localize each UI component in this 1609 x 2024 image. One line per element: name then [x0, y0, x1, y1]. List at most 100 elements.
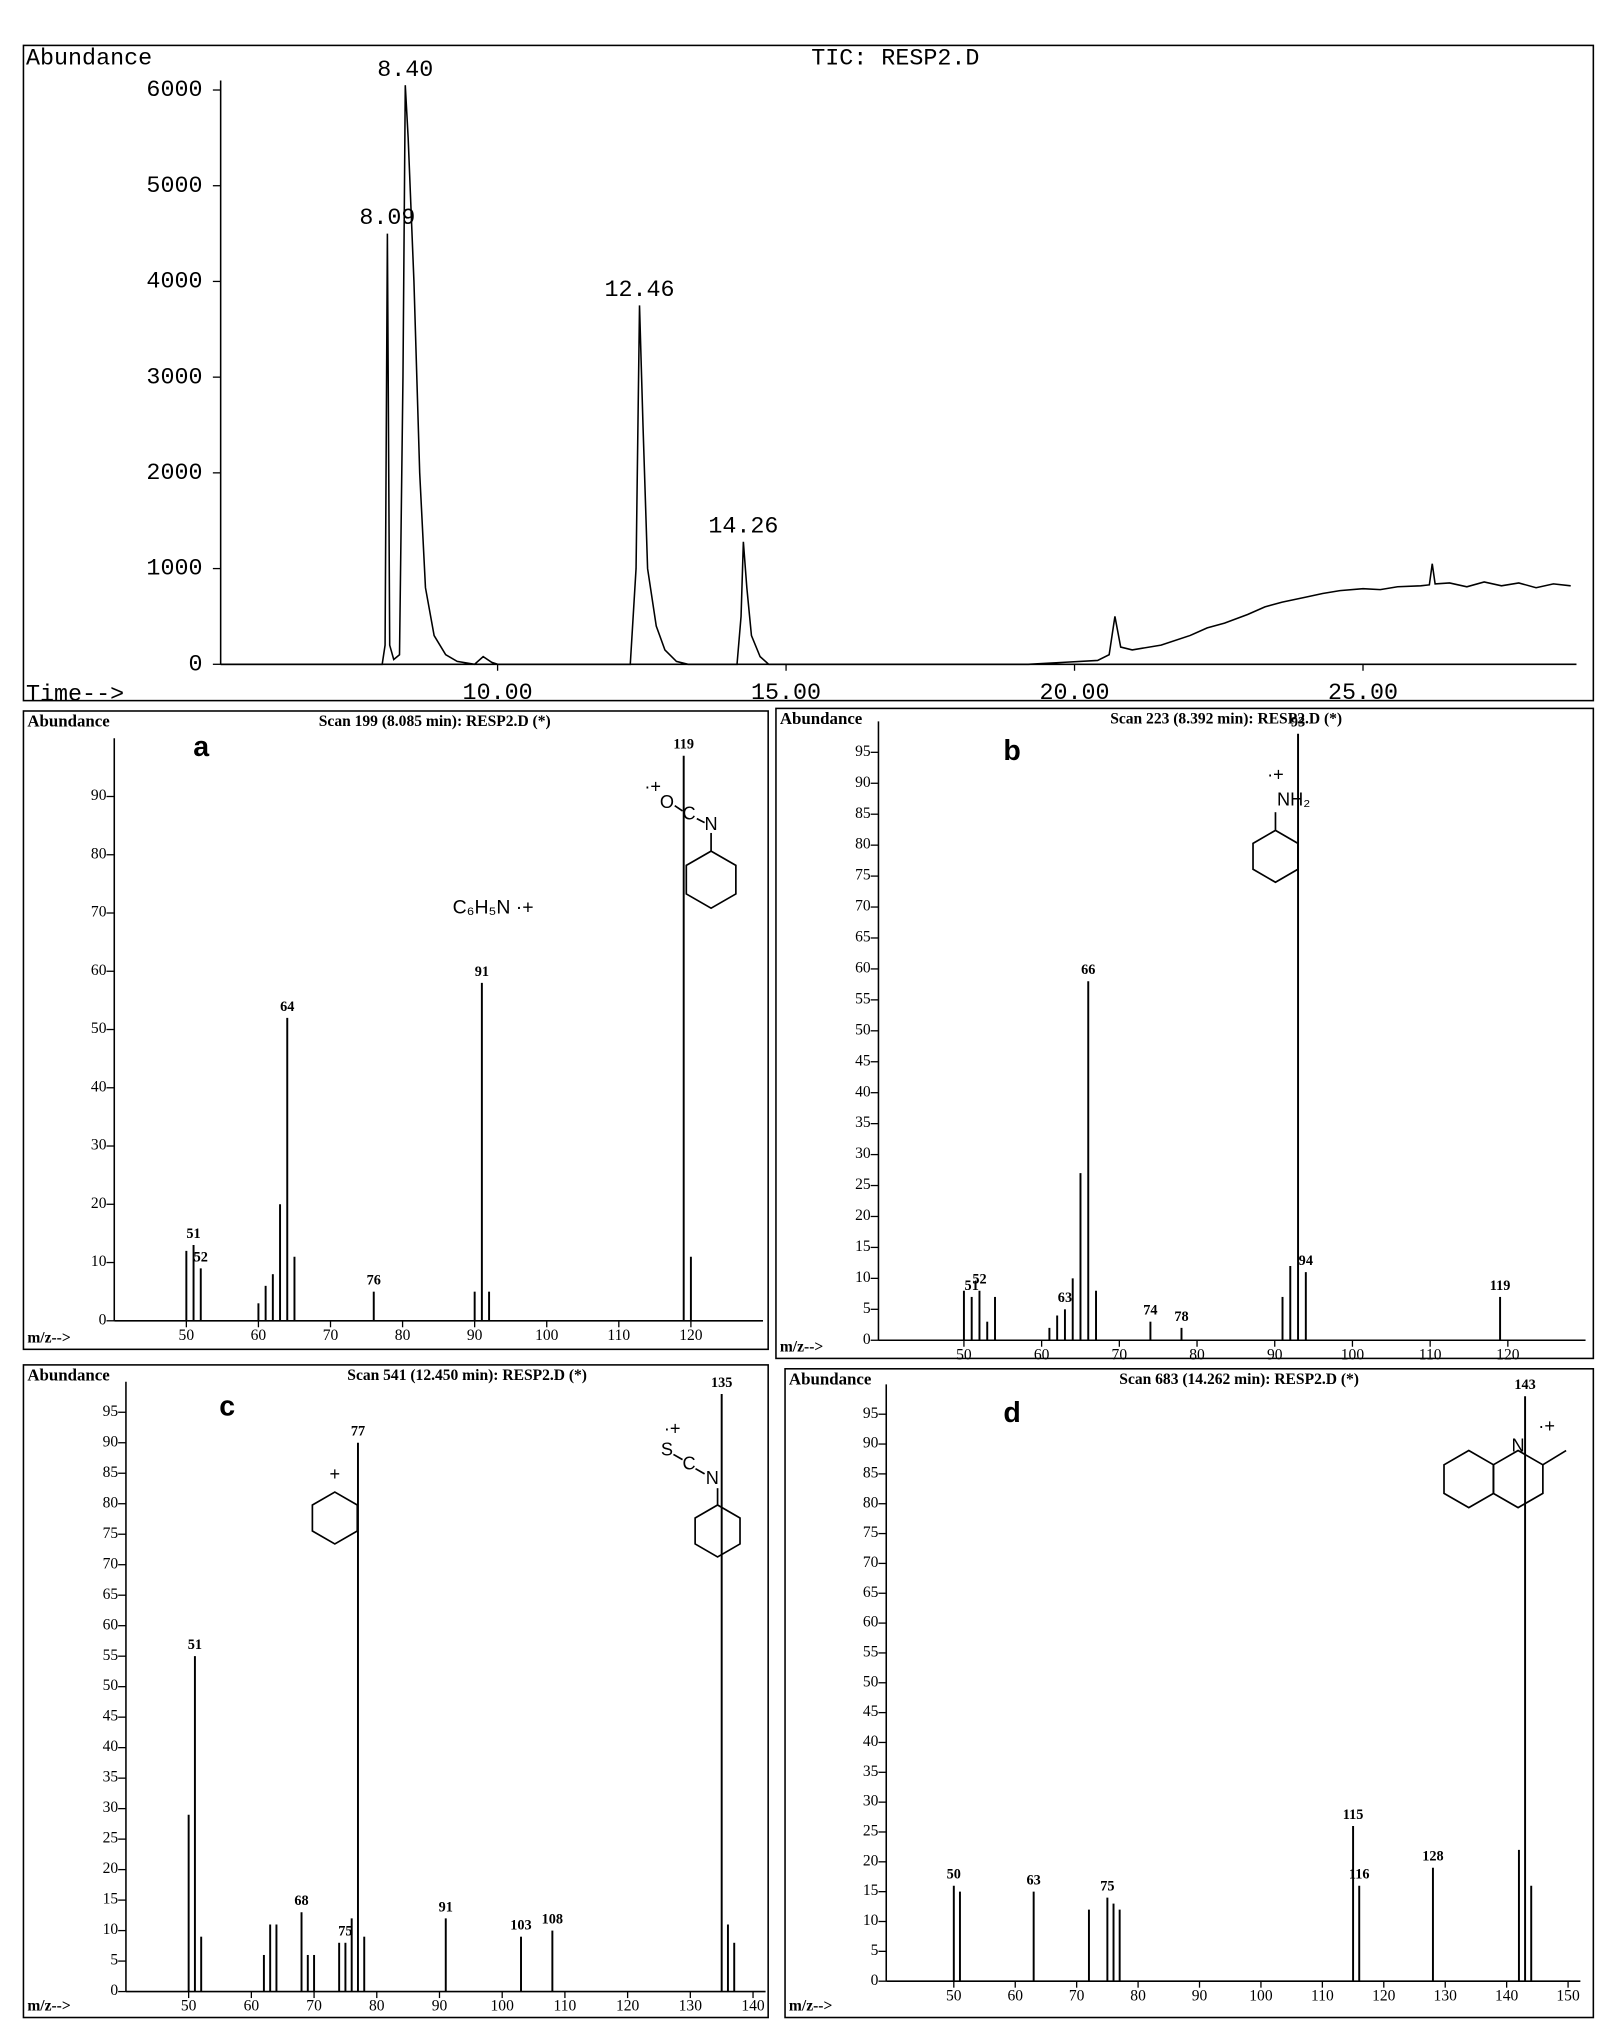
y-tick-label: 55: [103, 1647, 119, 1664]
x-tick-label: 50: [956, 1346, 972, 1363]
y-tick-label: 40: [855, 1083, 871, 1100]
y-tick-label: 20: [103, 1860, 119, 1877]
y-tick-label: 5: [863, 1300, 871, 1317]
y-tick-label: 85: [103, 1464, 119, 1481]
peak-label: 52: [972, 1272, 986, 1288]
peak-label: 14.26: [708, 514, 778, 540]
y-tick-label: 60: [863, 1614, 879, 1631]
y-tick-label: 30: [91, 1137, 107, 1154]
y-tick-label: 0: [110, 1982, 118, 1999]
y-tick-label: 6000: [146, 78, 202, 104]
x-tick-label: 80: [1189, 1346, 1205, 1363]
y-tick-label: 40: [103, 1738, 119, 1755]
y-tick-label: 70: [103, 1555, 119, 1572]
peak-label: 78: [1174, 1309, 1188, 1325]
y-tick-label: 20: [855, 1207, 871, 1224]
y-axis-label: Abundance: [789, 1369, 872, 1388]
structure-label: ·+: [1538, 1416, 1555, 1436]
x-axis-label: m/z-->: [780, 1339, 824, 1356]
peak-label: 75: [1100, 1879, 1114, 1895]
structure-bond: [673, 1453, 683, 1461]
x-tick-label: 100: [1249, 1987, 1273, 2004]
x-tick-label: 90: [1192, 1987, 1208, 2004]
y-tick-label: 95: [863, 1405, 879, 1422]
y-tick-label: 65: [863, 1584, 879, 1601]
y-tick-label: 75: [863, 1524, 879, 1541]
structure-ring: [1252, 829, 1299, 884]
structure-label: C: [682, 804, 695, 824]
panel-frame: [22, 710, 769, 1351]
y-tick-label: 45: [863, 1703, 879, 1720]
y-tick-label: 85: [855, 805, 871, 822]
y-tick-label: 25: [103, 1830, 119, 1847]
x-tick-label: 90: [1267, 1346, 1283, 1363]
x-tick-label: 50: [181, 1998, 197, 2015]
structure-bond: [674, 805, 684, 812]
panel-letter: b: [1003, 735, 1020, 767]
x-tick-label: 80: [1130, 1987, 1146, 2004]
y-tick-label: 15: [103, 1891, 119, 1908]
y-tick-label: 0: [99, 1311, 107, 1328]
x-tick-label: 140: [741, 1998, 765, 2015]
peak-label: 119: [1490, 1278, 1511, 1294]
tic-trace: [220, 85, 1571, 666]
y-tick-label: 90: [855, 774, 871, 791]
x-tick-label: 70: [1069, 1987, 1085, 2004]
panel-letter: c: [219, 1390, 235, 1422]
panel-frame: [784, 1368, 1595, 2019]
panel-letter: d: [1003, 1397, 1020, 1429]
x-tick-label: 110: [554, 1998, 577, 2015]
y-tick-label: 5000: [146, 174, 202, 200]
x-tick-label: 70: [1112, 1346, 1128, 1363]
structure-ring: [1492, 1449, 1544, 1509]
x-axis-label: m/z-->: [789, 1998, 833, 2015]
structure-ring: [685, 850, 737, 910]
y-tick-label: 90: [91, 787, 107, 804]
structure-bond: [695, 1467, 706, 1475]
y-tick-label: 60: [103, 1616, 119, 1633]
y-tick-label: 50: [855, 1021, 871, 1038]
chart-title: Scan 223 (8.392 min): RESP2.D (*): [1110, 711, 1342, 728]
x-tick-label: 110: [1311, 1987, 1334, 2004]
peak-label: 64: [280, 999, 294, 1015]
peak-label: 135: [711, 1375, 732, 1391]
y-tick-label: 30: [863, 1793, 879, 1810]
x-axis-label: Time-->: [26, 682, 124, 708]
structure-label: ·+: [1267, 765, 1284, 785]
peak-label: 63: [1058, 1290, 1072, 1306]
y-tick-label: 35: [103, 1769, 119, 1786]
y-tick-label: 4000: [146, 270, 202, 296]
y-tick-label: 90: [103, 1433, 119, 1450]
y-tick-label: 75: [103, 1525, 119, 1542]
x-tick-label: 130: [1434, 1987, 1458, 2004]
y-tick-label: 10: [91, 1253, 107, 1270]
peak-label: 12.46: [604, 278, 674, 304]
y-tick-label: 3000: [146, 365, 202, 391]
peak-label: 128: [1422, 1849, 1443, 1865]
y-axis-label: Abundance: [780, 709, 863, 728]
y-axis-label: Abundance: [26, 47, 152, 73]
structure-label: +: [330, 1464, 341, 1484]
y-tick-label: 15: [855, 1238, 871, 1255]
y-tick-label: 50: [91, 1020, 107, 1037]
peak-label: 8.40: [377, 58, 433, 84]
structure-label: NH₂: [1277, 789, 1310, 809]
y-tick-label: 10: [855, 1269, 871, 1286]
y-axis-label: Abundance: [27, 1365, 110, 1384]
panel-frame: [22, 1364, 769, 2019]
y-tick-label: 80: [863, 1494, 879, 1511]
x-tick-label: 120: [679, 1327, 703, 1344]
peak-label: 116: [1349, 1867, 1370, 1883]
y-tick-label: 70: [855, 898, 871, 915]
x-tick-label: 70: [323, 1327, 339, 1344]
peak-label: 91: [439, 1899, 453, 1915]
x-tick-label: 50: [179, 1327, 195, 1344]
x-tick-label: 60: [1034, 1346, 1050, 1363]
y-tick-label: 45: [103, 1708, 119, 1725]
y-tick-label: 55: [863, 1644, 879, 1661]
y-tick-label: 95: [103, 1403, 119, 1420]
peak-label: 93: [1291, 715, 1305, 731]
peak-label: 119: [673, 737, 694, 753]
y-tick-label: 25: [863, 1823, 879, 1840]
